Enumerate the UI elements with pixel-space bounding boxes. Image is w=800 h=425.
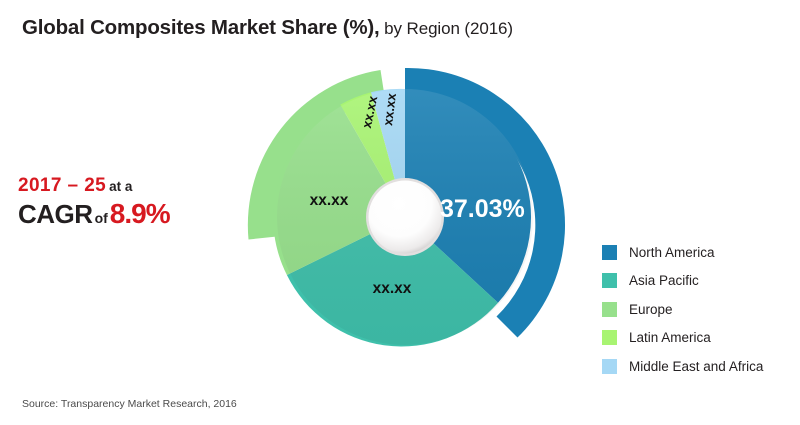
label-europe: xx.xx — [310, 192, 349, 209]
legend-item-asia-pacific[interactable]: Asia Pacific — [602, 267, 763, 296]
legend-item-europe[interactable]: Europe — [602, 295, 763, 324]
legend-swatch-icon — [602, 273, 617, 289]
label-north-america: 37.03% — [440, 195, 525, 223]
legend-label: Middle East and Africa — [629, 358, 764, 374]
legend-swatch-icon — [602, 330, 617, 346]
title-main-text: Global Composites Market Share (%), — [22, 16, 380, 39]
hub-circle — [368, 180, 442, 254]
cagr-word-text: CAGR — [18, 198, 93, 229]
cagr-line-one: 2017 – 25 at a — [18, 176, 228, 196]
cagr-of-text: of — [94, 209, 108, 226]
legend-item-latin-america[interactable]: Latin America — [602, 324, 763, 353]
label-middle-east-africa: xx.xx — [380, 92, 399, 127]
cagr-value-text: 8.9% — [109, 197, 171, 229]
legend: North America Asia Pacific Europe Latin … — [602, 238, 763, 381]
outer-ring-north-america — [405, 67, 566, 338]
legend-item-north-america[interactable]: North America — [602, 238, 763, 267]
label-asia-pacific: xx.xx — [373, 280, 412, 297]
legend-swatch-icon — [602, 358, 617, 374]
legend-swatch-icon — [602, 301, 617, 317]
source-note: Source: Transparency Market Research, 20… — [22, 398, 237, 410]
cagr-line-two: CAGR of8.9% — [18, 199, 228, 228]
outer-ring-europe — [247, 70, 385, 240]
cagr-at-a-text: at a — [109, 179, 133, 194]
cagr-years-text: 2017 – 25 — [18, 175, 107, 196]
legend-item-middle-east-africa[interactable]: Middle East and Africa — [602, 352, 763, 381]
page-title: Global Composites Market Share (%), by R… — [22, 16, 513, 40]
label-latin-america: xx.xx — [359, 94, 381, 130]
legend-label: Asia Pacific — [629, 273, 699, 289]
legend-label: Latin America — [629, 330, 711, 346]
legend-label: North America — [629, 244, 715, 260]
legend-label: Europe — [629, 301, 673, 317]
title-sub-text: by Region (2016) — [379, 19, 513, 38]
legend-swatch-icon — [602, 244, 617, 260]
donut-chart: 37.03% xx.xx xx.xx xx.xx xx.xx — [228, 48, 588, 398]
chart-svg: 37.03% xx.xx xx.xx xx.xx xx.xx — [247, 67, 566, 347]
cagr-callout: 2017 – 25 at a CAGR of8.9% — [18, 176, 228, 229]
